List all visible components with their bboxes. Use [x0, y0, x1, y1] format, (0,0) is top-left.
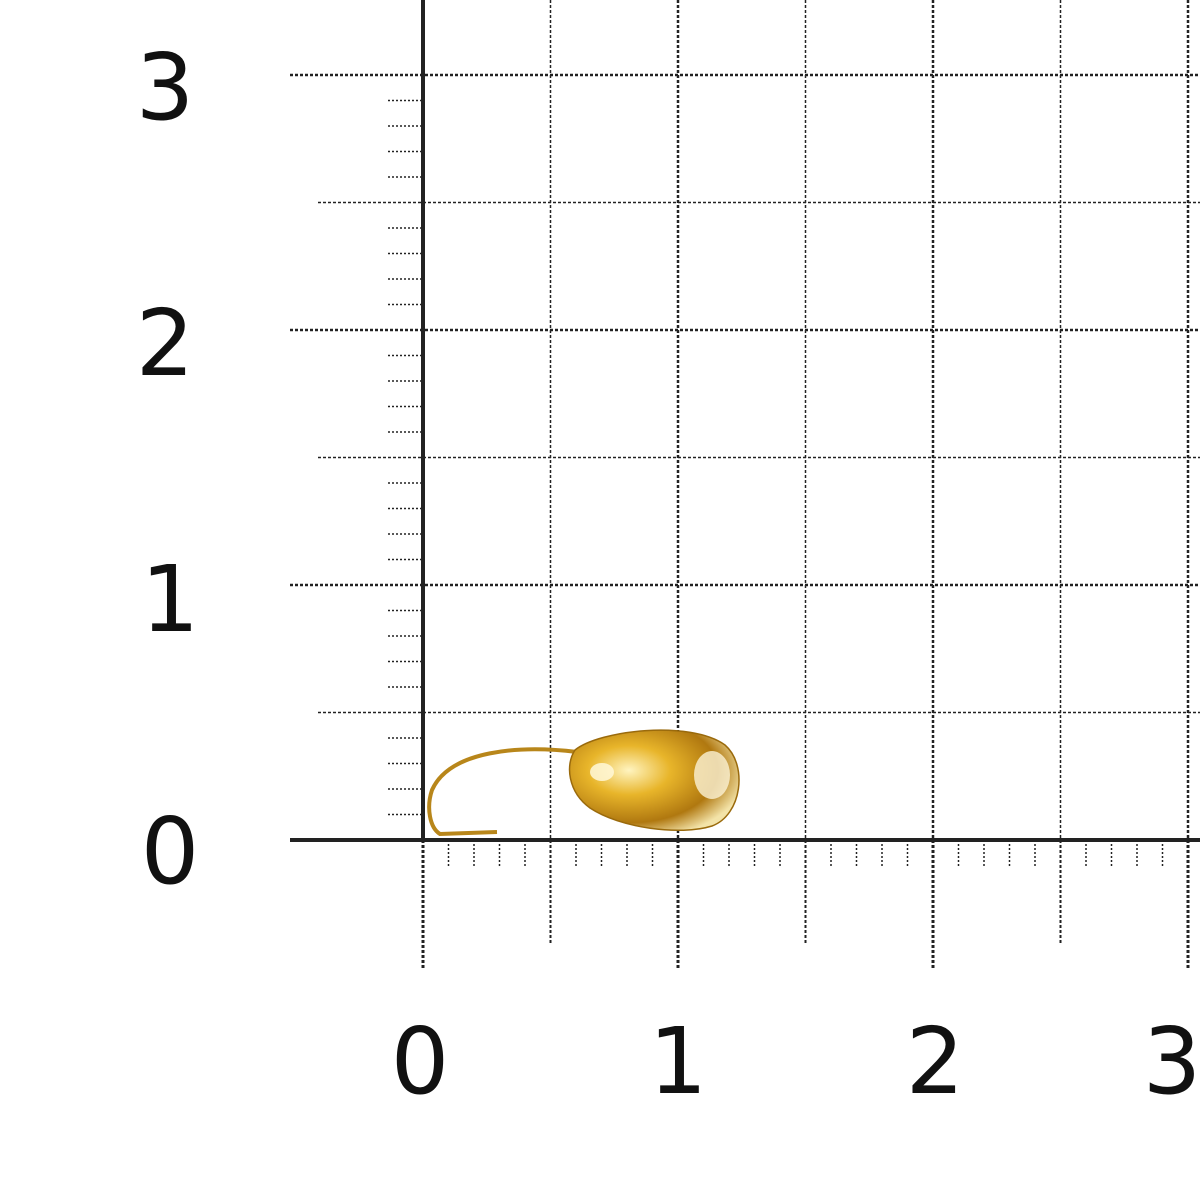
x-label-3: 3	[1142, 1008, 1200, 1115]
y-label-0: 0	[140, 798, 200, 905]
hook-wire	[427, 747, 578, 837]
y-label-3: 3	[135, 34, 195, 141]
jig-head	[568, 729, 740, 831]
x-label-1: 1	[648, 1008, 708, 1115]
y-label-1: 1	[140, 546, 200, 653]
x-label-2: 2	[905, 1008, 965, 1115]
y-label-2: 2	[135, 290, 195, 397]
x-label-0: 0	[390, 1008, 450, 1115]
